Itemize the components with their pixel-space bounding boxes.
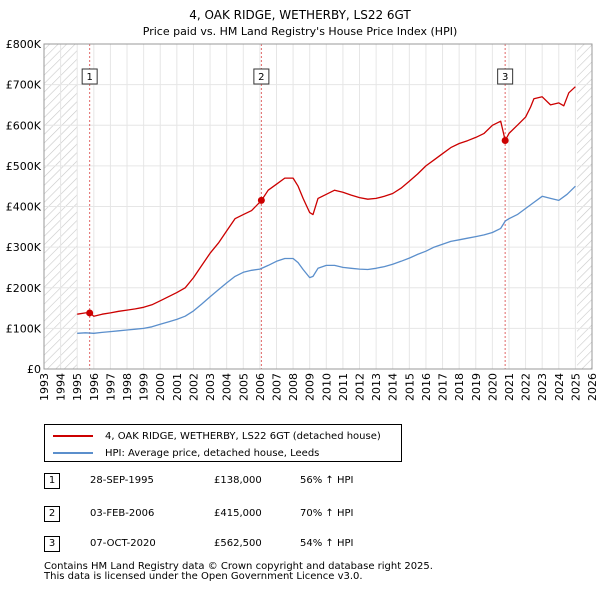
sale-point	[86, 309, 94, 317]
chart-legend: 4, OAK RIDGE, WETHERBY, LS22 6GT (detach…	[44, 424, 402, 462]
legend-label-hpi: HPI: Average price, detached house, Leed…	[105, 447, 320, 459]
x-tick-label: 2006	[254, 373, 267, 401]
sale-point	[501, 136, 509, 144]
sale-number-badge: 3	[44, 536, 60, 552]
y-tick-label: £0	[27, 363, 41, 376]
y-tick-label: £100K	[6, 322, 42, 335]
sale-number-badge: 2	[44, 506, 60, 522]
x-tick-label: 2008	[287, 373, 300, 401]
x-tick-label: 2013	[370, 373, 383, 401]
plot-frame	[43, 43, 593, 370]
sale-marker-label: 1	[86, 72, 92, 83]
sale-point	[257, 196, 265, 204]
x-tick-label: 1995	[71, 373, 84, 401]
y-tick-label: £200K	[6, 282, 42, 295]
legend-item-property: 4, OAK RIDGE, WETHERBY, LS22 6GT (detach…	[53, 428, 381, 444]
footer-attribution: Contains HM Land Registry data © Crown c…	[44, 562, 433, 582]
x-tick-label: 2014	[387, 373, 400, 401]
x-tick-label: 2018	[453, 373, 466, 401]
x-tick-label: 2016	[420, 373, 433, 401]
sale-marker-box	[497, 68, 514, 85]
sale-hpi-diff: 54% ↑ HPI	[300, 538, 354, 549]
x-tick-label: 2003	[204, 373, 217, 401]
sale-marker-label: 3	[502, 72, 508, 83]
x-tick-label: 2010	[320, 373, 333, 401]
y-tick-label: £300K	[6, 241, 42, 254]
x-tick-label: 2021	[503, 373, 516, 401]
y-tick-label: £700K	[6, 79, 42, 92]
x-tick-label: 2020	[486, 373, 499, 401]
y-tick-label: £800K	[6, 38, 42, 51]
sale-price: £562,500	[214, 538, 262, 549]
sale-price: £415,000	[214, 508, 262, 519]
x-tick-label: 2025	[569, 373, 582, 401]
sale-row: 1 28-SEP-1995 £138,000 56% ↑ HPI	[44, 472, 444, 490]
sale-hpi-diff: 56% ↑ HPI	[300, 475, 354, 486]
x-tick-label: 2001	[171, 373, 184, 401]
x-tick-label: 1997	[104, 373, 117, 401]
chart-subtitle: Price paid vs. HM Land Registry's House …	[143, 25, 458, 38]
sale-date: 07-OCT-2020	[90, 538, 156, 549]
price-chart: 4, OAK RIDGE, WETHERBY, LS22 6GT Price p…	[6, 8, 599, 401]
x-tick-label: 2009	[304, 373, 317, 401]
footer-line-licence: This data is licensed under the Open Gov…	[44, 571, 363, 582]
legend-label-property: 4, OAK RIDGE, WETHERBY, LS22 6GT (detach…	[105, 430, 381, 442]
x-tick-label: 2004	[221, 373, 234, 401]
y-tick-label: £600K	[6, 119, 42, 132]
x-tick-label: 2017	[437, 373, 450, 401]
hpi-series-line	[77, 185, 576, 334]
x-tick-label: 1996	[88, 373, 101, 401]
sale-number-badge: 1	[44, 473, 60, 489]
x-tick-label: 2026	[586, 373, 599, 401]
x-tick-label: 2023	[536, 373, 549, 401]
x-tick-label: 2024	[553, 373, 566, 401]
x-tick-label: 1993	[38, 373, 51, 401]
x-tick-label: 2022	[520, 373, 533, 401]
legend-swatch-hpi	[53, 452, 93, 454]
x-tick-label: 1999	[138, 373, 151, 401]
chart-title: 4, OAK RIDGE, WETHERBY, LS22 6GT	[189, 8, 411, 22]
sale-price: £138,000	[214, 475, 262, 486]
x-tick-label: 2015	[403, 373, 416, 401]
sale-date: 28-SEP-1995	[90, 475, 154, 486]
sale-date: 03-FEB-2006	[90, 508, 155, 519]
x-tick-label: 2007	[270, 373, 283, 401]
y-tick-label: £400K	[6, 201, 42, 214]
legend-item-hpi: HPI: Average price, detached house, Leed…	[53, 445, 319, 461]
sale-hpi-diff: 70% ↑ HPI	[300, 508, 354, 519]
sale-row: 2 03-FEB-2006 £415,000 70% ↑ HPI	[44, 505, 444, 523]
y-tick-label: £500K	[6, 160, 42, 173]
x-tick-label: 2005	[237, 373, 250, 401]
footer-line-copyright: Contains HM Land Registry data © Crown c…	[44, 561, 433, 572]
sale-row: 3 07-OCT-2020 £562,500 54% ↑ HPI	[44, 535, 444, 553]
sale-marker-box	[253, 68, 270, 85]
x-tick-label: 2002	[187, 373, 200, 401]
sale-marker-box	[81, 68, 98, 85]
x-tick-label: 1998	[121, 373, 134, 401]
sale-marker-label: 2	[258, 72, 264, 83]
x-tick-label: 2019	[470, 373, 483, 401]
x-tick-label: 2012	[354, 373, 367, 401]
x-tick-label: 2000	[154, 373, 167, 401]
x-tick-label: 1994	[55, 373, 68, 401]
x-tick-label: 2011	[337, 373, 350, 401]
legend-swatch-property	[53, 435, 93, 437]
